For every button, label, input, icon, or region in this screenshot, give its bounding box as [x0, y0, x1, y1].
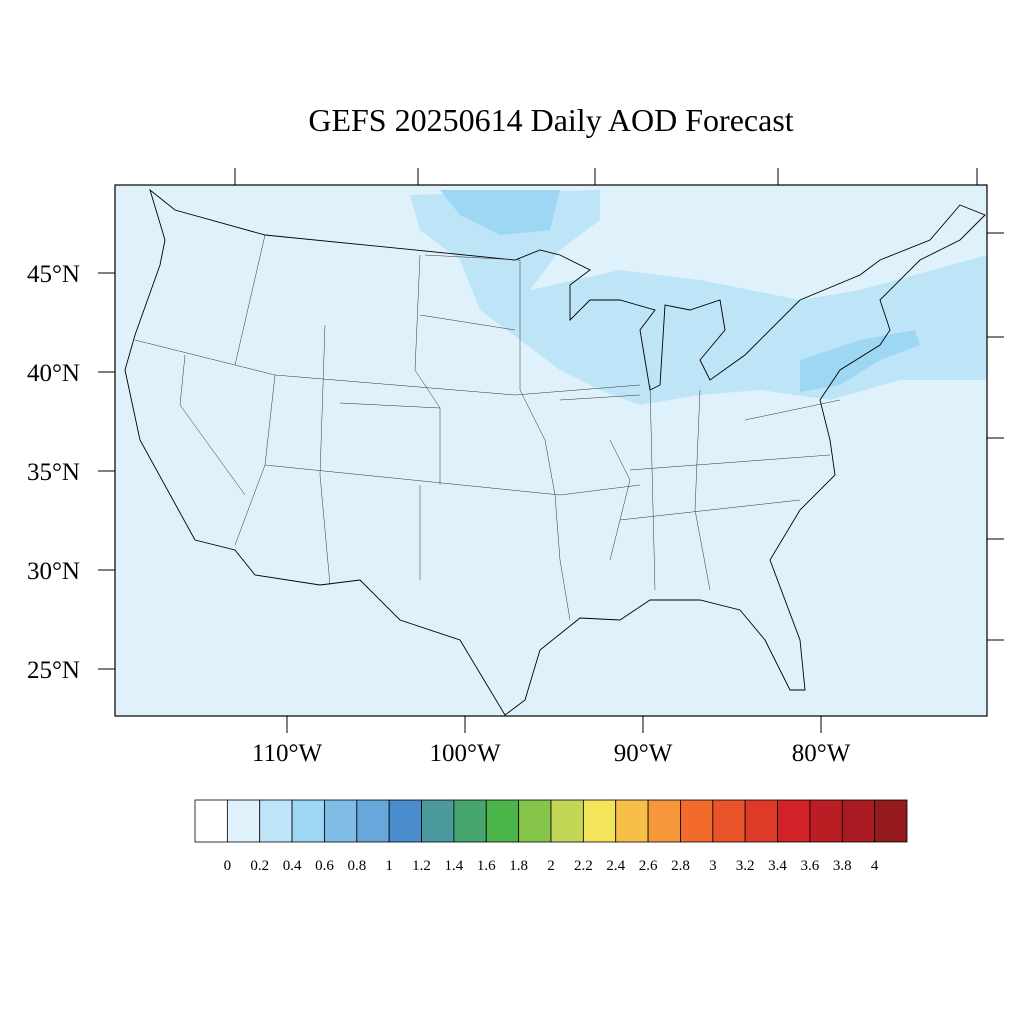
- lon-label: 90°W: [614, 740, 673, 767]
- colorbar-label: 3.2: [736, 858, 755, 874]
- colorbar-label: 3.4: [768, 858, 787, 874]
- lat-label: 25°N: [27, 657, 80, 684]
- colorbar-label: 2.4: [606, 858, 625, 874]
- colorbar-box: [388, 799, 422, 843]
- colorbar-box: [777, 799, 811, 843]
- lat-label: 30°N: [27, 558, 80, 585]
- colorbar-box: [582, 799, 617, 843]
- colorbar-label: 4: [871, 858, 879, 874]
- colorbar-label: 2: [547, 858, 555, 874]
- colorbar-label: 0: [224, 858, 232, 874]
- colorbar-box: [324, 799, 358, 843]
- colorbar-label: 1: [385, 858, 393, 874]
- colorbar-box: [485, 799, 520, 843]
- lat-label: 40°N: [27, 360, 80, 387]
- frame-ticks: [234, 168, 1004, 641]
- map-frame: [114, 184, 988, 717]
- map-background: [115, 185, 987, 716]
- colorbar-label: 3.8: [833, 858, 852, 874]
- colorbar-label: 0.6: [315, 858, 334, 874]
- colorbar-box: [356, 799, 390, 843]
- aod-plume: [440, 190, 560, 235]
- lon-label: 110°W: [252, 740, 323, 767]
- lat-label: 45°N: [27, 261, 80, 288]
- colorbar-label: 0.4: [283, 858, 302, 874]
- colorbar-box: [712, 799, 746, 843]
- colorbar-label: 3.6: [801, 858, 820, 874]
- colorbar-label: 0.8: [347, 858, 366, 874]
- colorbar-label: 0.2: [250, 858, 269, 874]
- colorbar-box: [809, 799, 843, 843]
- colorbar-box: [550, 799, 584, 843]
- colorbar-label: 1.4: [445, 858, 464, 874]
- colorbar-box: [744, 799, 778, 843]
- chart-title: GEFS 20250614 Daily AOD Forecast: [308, 102, 793, 138]
- colorbar-box: [226, 799, 261, 843]
- colorbar-label: 2.8: [671, 858, 690, 874]
- colorbar-label: 1.6: [477, 858, 496, 874]
- colorbar-label: 2.2: [574, 858, 593, 874]
- colorbar-box: [615, 799, 649, 843]
- coastline: [124, 188, 986, 716]
- colorbar-box: [421, 799, 455, 843]
- colorbar-box: [518, 799, 552, 843]
- colorbar-box: [680, 799, 714, 843]
- colorbar-box: [453, 799, 487, 843]
- colorbar-box: [874, 799, 908, 843]
- colorbar-label: 3: [709, 858, 717, 874]
- colorbar-label: 1.2: [412, 858, 431, 874]
- colorbar-box: [841, 799, 876, 843]
- lon-label: 100°W: [429, 740, 500, 767]
- aod-plume: [800, 330, 920, 392]
- lat-label: 35°N: [27, 459, 80, 486]
- colorbar-box: [647, 799, 681, 843]
- colorbar-label: 1.8: [509, 858, 528, 874]
- lon-label: 80°W: [792, 740, 851, 767]
- colorbar-label: 2.6: [639, 858, 658, 874]
- colorbar-box: [291, 799, 325, 843]
- map: [114, 168, 1004, 717]
- colorbar-box: [259, 799, 293, 843]
- colorbar-box: [194, 799, 228, 843]
